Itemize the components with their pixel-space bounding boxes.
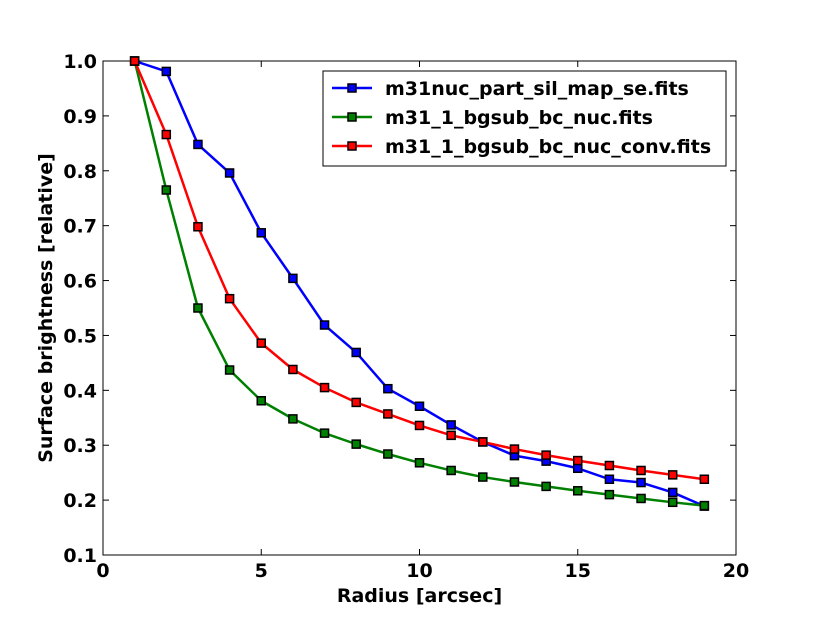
- data-point-series-2: [351, 439, 361, 449]
- data-point-series-3: [478, 437, 488, 447]
- data-point-series-3: [129, 56, 140, 66]
- data-point-series-1: [604, 474, 615, 485]
- data-point-series-2: [604, 489, 615, 500]
- data-point-series-1: [414, 401, 425, 412]
- data-point-series-1: [256, 228, 266, 238]
- x-axis-label: Radius [arcsec]: [337, 585, 502, 607]
- data-point-series-2: [288, 414, 298, 424]
- data-point-series-1: [193, 139, 203, 150]
- data-point-series-3: [193, 222, 203, 232]
- data-point-series-2: [319, 428, 330, 438]
- data-point-series-2: [478, 472, 488, 482]
- data-point-series-2: [667, 497, 678, 508]
- data-point-series-3: [319, 382, 330, 393]
- x-tick-label: 15: [565, 560, 591, 582]
- legend-marker-2: [347, 112, 357, 122]
- data-point-series-2: [224, 365, 235, 375]
- legend-marker-3: [347, 141, 357, 151]
- data-point-series-1: [667, 487, 678, 498]
- data-point-series-1: [288, 273, 298, 284]
- y-tick-label: 0.7: [63, 216, 97, 238]
- y-tick-label: 0.6: [63, 271, 97, 293]
- legend-label-3: m31_1_bgsub_bc_nuc_conv.fits: [385, 136, 711, 158]
- legend-label-1: m31nuc_part_sil_map_se.fits: [385, 78, 689, 100]
- data-point-series-1: [446, 420, 456, 430]
- y-tick-label: 0.9: [63, 106, 97, 128]
- x-tick-label: 0: [96, 560, 109, 582]
- data-point-series-3: [699, 474, 710, 485]
- data-point-series-2: [446, 465, 456, 476]
- data-point-series-3: [446, 430, 456, 441]
- y-tick-label: 0.3: [63, 435, 97, 457]
- y-tick-label: 1.0: [63, 51, 97, 73]
- data-point-series-3: [604, 460, 615, 471]
- legend-label-2: m31_1_bgsub_bc_nuc.fits: [385, 107, 653, 129]
- data-point-series-3: [224, 293, 235, 304]
- legend-box: [322, 70, 727, 167]
- data-point-series-1: [224, 168, 235, 178]
- data-point-series-3: [161, 129, 172, 140]
- data-point-series-3: [288, 364, 298, 375]
- x-tick-label: 20: [723, 560, 749, 582]
- y-axis-label: Surface brightness [relative]: [35, 153, 57, 463]
- x-tick-label: 10: [406, 560, 432, 582]
- data-point-series-2: [699, 500, 710, 511]
- y-tick-label: 0.1: [63, 545, 97, 567]
- data-point-series-1: [319, 320, 330, 330]
- data-point-series-1: [351, 347, 361, 358]
- data-point-series-2: [541, 481, 551, 492]
- y-tick-label: 0.4: [63, 380, 97, 402]
- legend-marker-1: [347, 83, 357, 93]
- data-point-series-3: [383, 409, 393, 419]
- legend: m31nuc_part_sil_map_se.fits m31_1_bgsub_b…: [322, 70, 727, 167]
- y-tick-label: 0.5: [63, 325, 97, 347]
- data-point-series-2: [256, 396, 266, 406]
- data-point-series-3: [573, 455, 583, 466]
- data-point-series-2: [193, 303, 203, 313]
- data-point-series-3: [667, 470, 678, 480]
- data-point-series-1: [161, 66, 172, 77]
- data-point-series-2: [414, 458, 425, 468]
- data-point-series-2: [383, 449, 393, 459]
- data-point-series-3: [414, 420, 425, 431]
- series-markers: [129, 56, 710, 511]
- data-point-series-3: [541, 450, 551, 460]
- data-point-series-1: [383, 383, 393, 394]
- axis-ticks: 0 5 10 15 20 0.1 0.2 0.3 0.4 0.5 0.6 0.7 0.8 0.9 1.0: [63, 51, 749, 582]
- y-tick-label: 0.8: [63, 161, 97, 183]
- data-point-series-3: [351, 397, 361, 408]
- data-point-series-2: [161, 185, 172, 195]
- data-point-series-2: [636, 493, 646, 504]
- y-tick-label: 0.2: [63, 490, 97, 512]
- x-tick-label: 5: [255, 560, 268, 582]
- data-point-series-3: [509, 444, 520, 454]
- data-point-series-1: [636, 477, 646, 488]
- data-point-series-3: [636, 465, 646, 476]
- data-point-series-2: [509, 477, 520, 487]
- data-point-series-1: [573, 463, 583, 474]
- data-point-series-3: [256, 338, 266, 348]
- data-point-series-2: [573, 486, 583, 496]
